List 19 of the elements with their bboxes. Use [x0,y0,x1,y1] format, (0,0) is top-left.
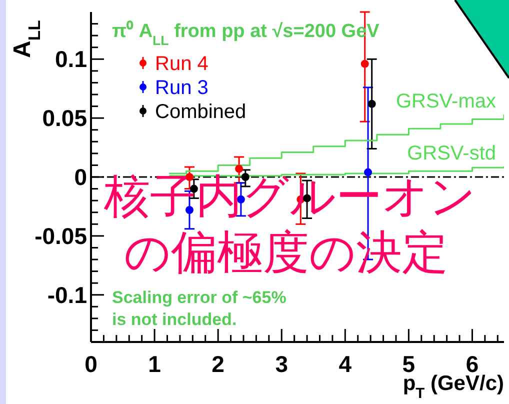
point [368,100,376,108]
x-tick-label: 4 [338,351,352,377]
x-tick-label: 2 [212,351,224,377]
y-tick-label: -0.05 [34,222,88,249]
point [360,60,369,68]
x-tick-label: 3 [275,351,288,377]
x-tick-label: 1 [148,351,162,377]
annotation: の偏極度の決定 [124,225,448,279]
y-tick-label: 0.1 [55,46,88,72]
annotation: is not included. [112,310,237,329]
series-label: GRSV-max [396,90,496,113]
legend-label: Run 3 [155,77,208,99]
annotation: Scaling error of ~65% [112,288,286,307]
y-tick-label: 0.05 [42,105,88,132]
legend-label: Run 4 [155,53,208,75]
series-label: GRSV-std [407,142,496,164]
y-tick-label: 0 [74,164,87,190]
y-tick-label: -0.1 [47,282,88,308]
legend-label: Combined [155,101,246,123]
